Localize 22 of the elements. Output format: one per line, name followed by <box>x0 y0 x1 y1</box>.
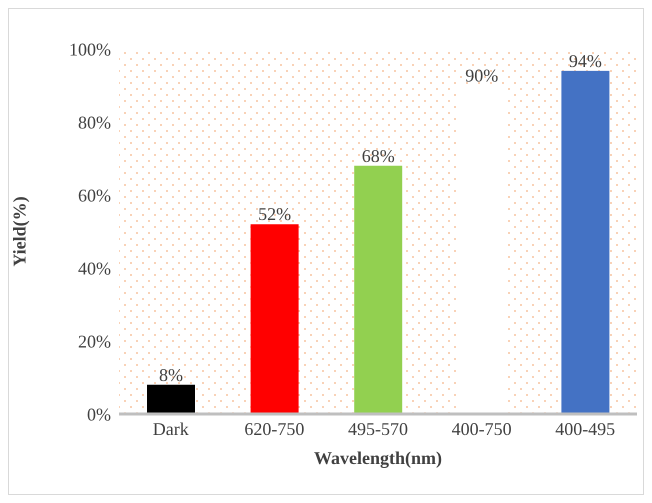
y-tick-label: 60% <box>78 185 111 206</box>
y-tick-label: 40% <box>78 258 111 278</box>
y-axis-title: Yield(%) <box>9 196 30 267</box>
y-tick-label: 0% <box>87 404 111 424</box>
x-axis-title: Wavelength(nm) <box>314 448 442 468</box>
x-tick-label: 400-750 <box>452 418 512 439</box>
data-label: 8% <box>159 364 183 385</box>
data-label: 68% <box>362 146 395 166</box>
y-tick-label: 100% <box>69 39 111 60</box>
x-tick-label: 620-750 <box>244 418 304 439</box>
data-label: 94% <box>568 50 602 71</box>
x-tick-label: Dark <box>152 418 189 439</box>
bar <box>250 224 299 414</box>
data-label: 90% <box>465 66 498 86</box>
bar <box>147 384 195 414</box>
bar <box>354 166 402 414</box>
bar <box>561 70 610 414</box>
data-label: 52% <box>258 204 292 224</box>
y-tick-label: 20% <box>78 331 111 352</box>
x-tick-label: 400-495 <box>555 418 616 439</box>
x-tick-label: 495-570 <box>348 418 408 439</box>
y-tick-label: 80% <box>78 112 111 132</box>
